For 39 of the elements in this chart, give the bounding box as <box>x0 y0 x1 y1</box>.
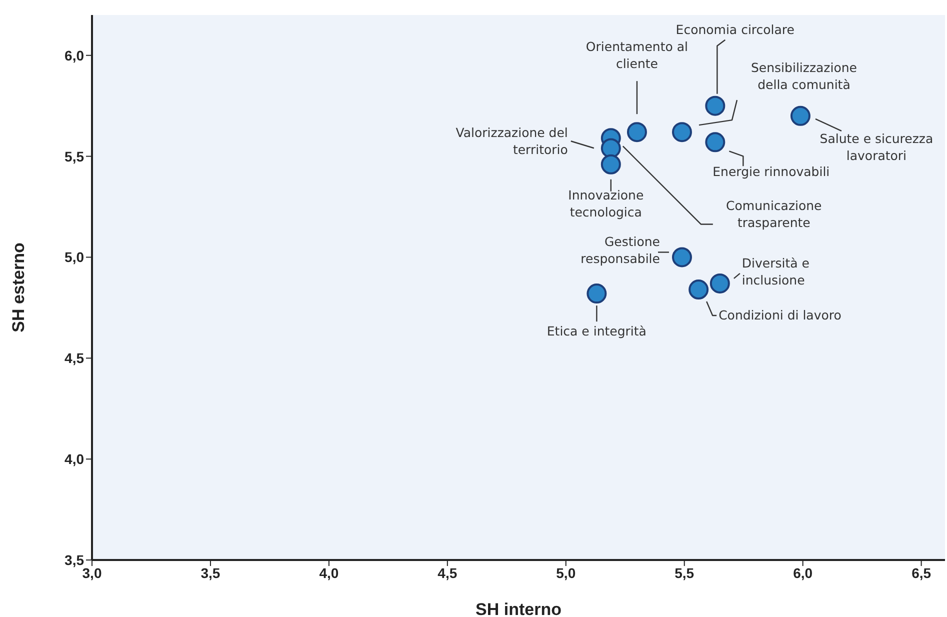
point <box>600 138 621 158</box>
x-tick-label: 6,5 <box>912 564 932 581</box>
y-axis-title: SH esterno <box>9 242 28 332</box>
series-label: Condizioni di lavoro <box>718 308 842 323</box>
point <box>790 106 810 126</box>
point <box>626 122 647 142</box>
x-tick-label: 5,5 <box>674 564 694 581</box>
text: Etica e integrità <box>546 324 646 339</box>
text: Comunicazione trasparente <box>726 198 822 230</box>
series-label: Salute e sicurezza lavoratori <box>820 130 934 163</box>
y-tick-label: 3,5 <box>64 552 84 568</box>
x-axis-title: SH interno <box>476 600 562 617</box>
y-tick-label: 6,0 <box>64 47 84 64</box>
point <box>705 132 726 152</box>
y-tick-label: 4,5 <box>64 350 84 366</box>
point <box>672 122 692 142</box>
x-tick-label: 3,5 <box>200 564 220 581</box>
point <box>688 280 709 300</box>
series-label: Diversità e inclusione <box>742 255 810 288</box>
point <box>600 154 621 174</box>
text: Valorizzazione del territorio <box>456 125 568 158</box>
point <box>586 284 607 304</box>
x-tick-label: 3,0 <box>82 564 102 581</box>
text: Economia circolare <box>676 22 795 37</box>
text: Orientamento al cliente <box>586 39 688 72</box>
series-label: Gestione responsabile <box>580 234 660 266</box>
x-tick-label: 5,0 <box>556 564 576 581</box>
point <box>672 247 692 268</box>
x-tick-label: 4,5 <box>438 564 458 581</box>
text: Sensibilizzazione della comunità <box>751 60 858 92</box>
point <box>710 273 730 294</box>
series-label: Energie rinnovabili <box>712 164 830 180</box>
text: Innovazione tecnologica <box>568 187 644 220</box>
point <box>705 96 726 116</box>
y-tick-label: 4,0 <box>64 451 84 468</box>
x-tick-label: 6,0 <box>793 564 813 581</box>
y-tick-label: 5,0 <box>64 249 84 266</box>
y-tick-label: 5,5 <box>64 148 84 164</box>
x-tick-label: 4,0 <box>319 564 339 581</box>
